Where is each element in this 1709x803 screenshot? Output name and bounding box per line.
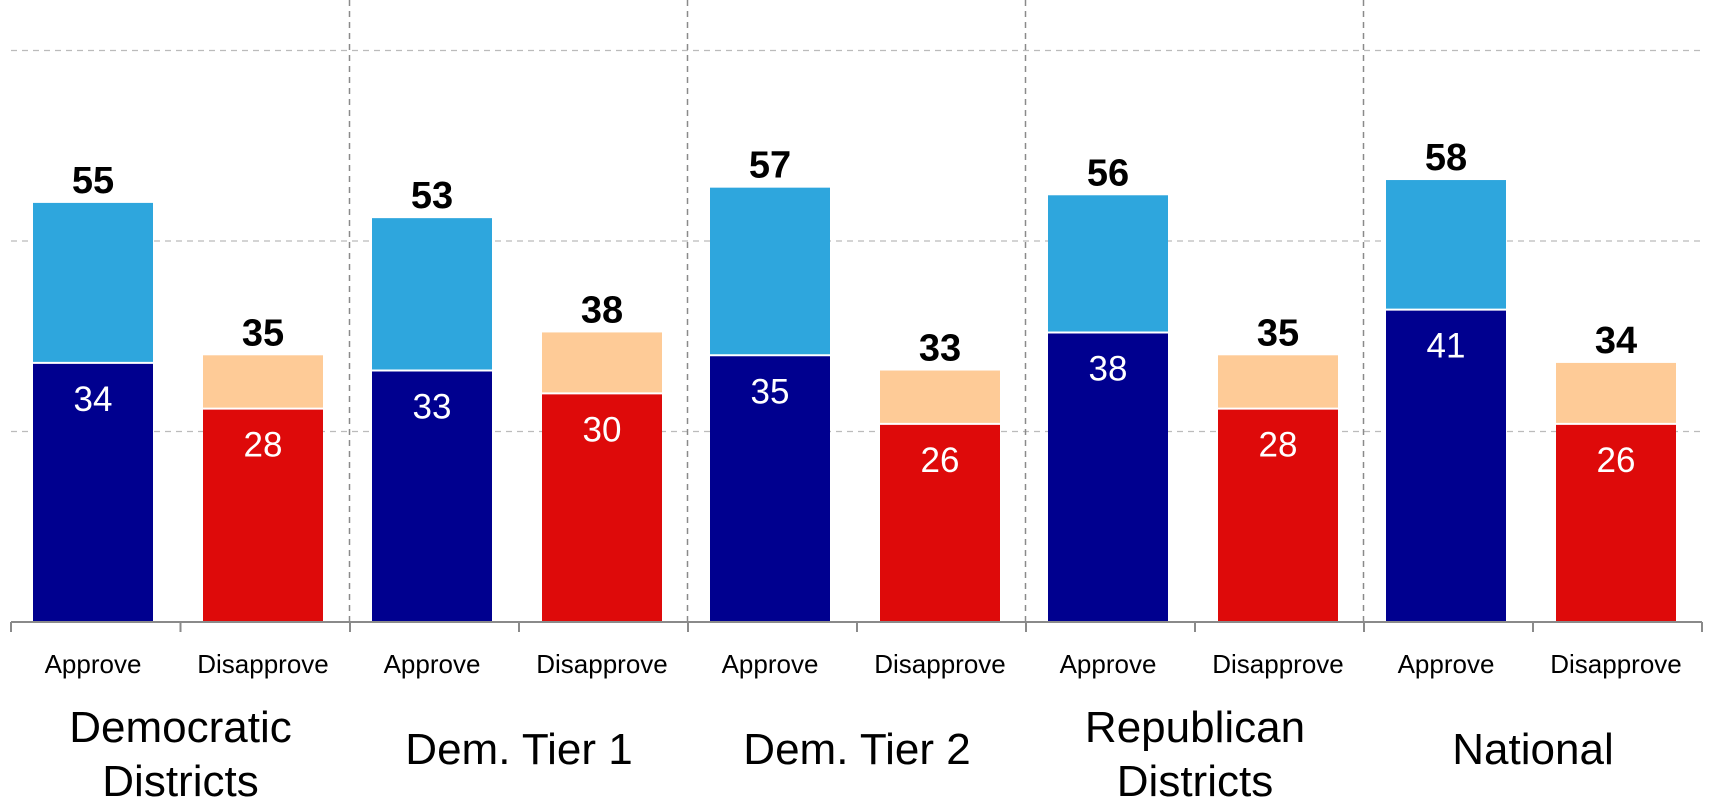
group-label-line: Democratic <box>69 703 292 752</box>
approve-total-segment <box>372 218 492 371</box>
group-label-line: Districts <box>102 757 258 803</box>
disapprove-total-segment <box>203 355 323 409</box>
approve-category-label: Approve <box>722 649 819 679</box>
group-label: Dem. Tier 2 <box>743 725 970 774</box>
group-label-line: Districts <box>1117 757 1273 803</box>
disapprove-total-label: 35 <box>1257 312 1299 354</box>
disapprove-category-label: Disapprove <box>1550 649 1682 679</box>
group-label: Dem. Tier 1 <box>405 725 632 774</box>
approve-total-label: 57 <box>749 145 791 187</box>
disapprove-total-segment <box>1556 362 1676 424</box>
bars <box>33 180 1676 622</box>
disapprove-total-label: 34 <box>1595 320 1637 362</box>
approve-strong-segment <box>33 362 153 622</box>
disapprove-strong-label: 26 <box>921 441 960 480</box>
group-label-line: National <box>1452 725 1613 774</box>
disapprove-category-label: Disapprove <box>536 649 668 679</box>
group-dividers <box>348 0 1365 622</box>
disapprove-total-label: 33 <box>919 328 961 370</box>
approve-strong-label: 33 <box>413 388 452 427</box>
approve-total-segment <box>710 187 830 356</box>
disapprove-total-segment <box>1218 355 1338 409</box>
approve-strong-segment <box>372 370 492 622</box>
approve-strong-segment <box>1386 309 1506 622</box>
approve-total-segment <box>33 202 153 363</box>
approve-total-label: 53 <box>411 175 453 217</box>
group-label-line: Republican <box>1085 703 1305 752</box>
approve-category-label: Approve <box>45 649 142 679</box>
disapprove-total-segment <box>880 370 1000 424</box>
approve-strong-label: 34 <box>74 380 113 419</box>
approve-total-label: 55 <box>72 160 114 202</box>
approve-strong-label: 41 <box>1427 327 1466 366</box>
approve-total-segment <box>1386 180 1506 310</box>
approve-total-label: 56 <box>1087 152 1129 194</box>
disapprove-category-label: Disapprove <box>874 649 1006 679</box>
group-label: National <box>1452 725 1613 774</box>
disapprove-strong-segment <box>203 408 323 622</box>
approve-strong-label: 35 <box>751 372 790 411</box>
approve-category-label: Approve <box>384 649 481 679</box>
disapprove-strong-label: 30 <box>583 410 622 449</box>
approve-total-label: 58 <box>1425 137 1467 179</box>
disapprove-strong-segment <box>1218 408 1338 622</box>
disapprove-category-label: Disapprove <box>1212 649 1344 679</box>
disapprove-total-segment <box>542 332 662 394</box>
approve-category-label: Approve <box>1398 649 1495 679</box>
disapprove-category-label: Disapprove <box>197 649 329 679</box>
disapprove-total-label: 35 <box>242 312 284 354</box>
approve-total-segment <box>1048 195 1168 333</box>
disapprove-strong-segment <box>542 393 662 622</box>
approve-category-label: Approve <box>1060 649 1157 679</box>
disapprove-strong-label: 28 <box>244 426 283 465</box>
approve-strong-label: 38 <box>1089 349 1128 388</box>
group-label: Democratic Districts <box>69 703 292 803</box>
group-label-line: Dem. Tier 2 <box>743 725 970 774</box>
disapprove-strong-segment <box>1556 423 1676 622</box>
group-label: Republican Districts <box>1085 703 1305 803</box>
disapprove-strong-segment <box>880 423 1000 622</box>
disapprove-total-label: 38 <box>581 289 623 331</box>
approve-strong-segment <box>1048 332 1168 622</box>
labels: 55 34 Approve 35 28 Disapprove Democratic Distr… <box>45 137 1682 803</box>
disapprove-strong-label: 26 <box>1597 441 1636 480</box>
group-label-line: Dem. Tier 1 <box>405 725 632 774</box>
disapprove-strong-label: 28 <box>1259 426 1298 465</box>
approve-strong-segment <box>710 355 830 622</box>
x-axis <box>10 621 1703 632</box>
